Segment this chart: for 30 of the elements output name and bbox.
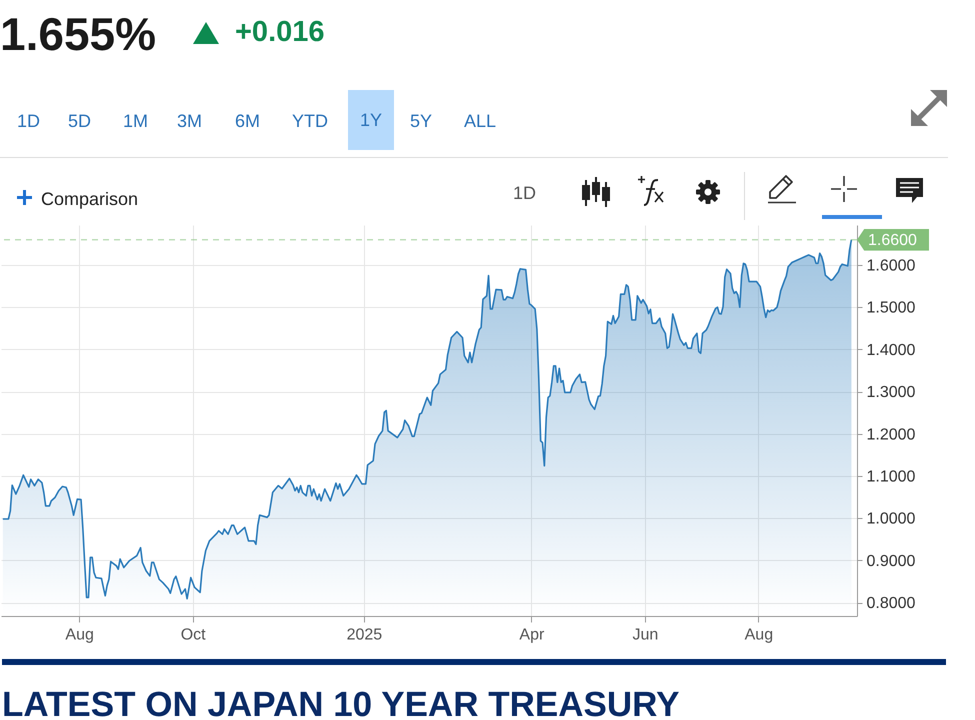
ref-line-label: 1.6600 bbox=[868, 232, 918, 249]
y-tick-label: 1.1000 bbox=[866, 468, 916, 486]
y-tick-label: 1.3000 bbox=[866, 384, 916, 402]
text: +0.016 bbox=[235, 16, 325, 48]
text: 1.655% bbox=[0, 8, 156, 60]
text: ALL bbox=[464, 110, 496, 132]
text: 3M bbox=[177, 110, 202, 132]
text: YTD bbox=[292, 110, 328, 132]
y-tick-label: 1.0000 bbox=[866, 510, 916, 528]
x-tick-label: Aug bbox=[65, 626, 94, 644]
text: LATEST ON JAPAN 10 YEAR TREASURY bbox=[2, 685, 680, 720]
y-tick-label: 0.9000 bbox=[866, 552, 916, 570]
text: Comparison bbox=[41, 188, 138, 210]
y-tick-label: 1.4000 bbox=[866, 342, 916, 359]
x-tick-label: Jun bbox=[632, 626, 658, 644]
x-tick-label: 2025 bbox=[346, 626, 382, 644]
text: 1D bbox=[513, 182, 536, 204]
y-tick-label: 1.5000 bbox=[866, 300, 916, 317]
y-tick-label: 1.6000 bbox=[866, 258, 916, 275]
x-tick-label: Aug bbox=[744, 626, 774, 644]
x-tick-label: Apr bbox=[519, 626, 545, 644]
text: 5D bbox=[68, 110, 92, 132]
text: 1D bbox=[17, 110, 40, 132]
range-button: 1Y bbox=[348, 90, 394, 150]
text: 6M bbox=[235, 110, 260, 132]
y-tick-label: 0.8000 bbox=[866, 595, 916, 612]
text: 1M bbox=[123, 110, 148, 132]
text: 5Y bbox=[410, 110, 432, 132]
y-tick-label: 1.2000 bbox=[866, 426, 916, 444]
x-tick-label: Oct bbox=[180, 626, 206, 644]
